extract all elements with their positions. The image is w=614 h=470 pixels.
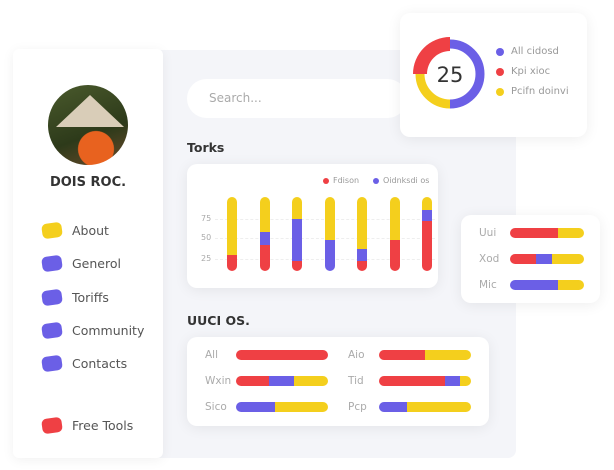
bar-row: Wxin — [205, 375, 328, 387]
bar — [259, 197, 270, 271]
sidebar-item-about[interactable]: About — [41, 221, 109, 240]
bar — [227, 197, 237, 271]
side-bars-card: Uui Xod Mic — [461, 215, 600, 303]
bar-segment — [324, 197, 335, 240]
bar-row: Tid — [348, 375, 471, 387]
bar-segment — [324, 239, 335, 271]
bar — [357, 197, 367, 271]
menu-icon — [41, 321, 63, 340]
bar-segment — [422, 210, 432, 221]
bar-segment — [510, 280, 559, 290]
bar-segment — [558, 280, 584, 290]
y-tick: 75 — [201, 214, 212, 223]
donut-legend: All cidosd Kpi xioc Pcifn doinvi — [496, 46, 569, 106]
bar-segment — [227, 197, 237, 255]
donut-card: 25 All cidosd Kpi xioc Pcifn doinvi — [400, 13, 587, 137]
sidebar-item-generol[interactable]: Generol — [41, 254, 121, 273]
bar-segment — [459, 376, 471, 386]
bar-row: All — [205, 349, 328, 361]
bar-row: Sico — [205, 401, 328, 413]
menu-icon — [41, 221, 63, 240]
bar-row: Pcp — [348, 401, 471, 413]
sidebar-item-contacts[interactable]: Contacts — [41, 354, 127, 373]
bar-segment — [259, 245, 270, 271]
bar-segment — [422, 220, 432, 271]
legend-item: All cidosd — [496, 46, 569, 57]
bar-segment — [558, 228, 584, 238]
bar-segment — [422, 197, 432, 211]
bar-segment — [389, 197, 400, 240]
bar-segment — [293, 376, 328, 386]
profile-name: DOIS ROC. — [49, 175, 127, 190]
donut-slice-kpi-xioc — [413, 37, 450, 74]
bar-segment — [269, 376, 294, 386]
bar-segment — [259, 197, 270, 232]
os-bars-card: All Aio Wxin Tid Sico Pcp — [187, 337, 489, 426]
bar-row: Aio — [348, 349, 471, 361]
sidebar-item-toriffs[interactable]: Toriffs — [41, 288, 109, 307]
bar-segment — [379, 402, 407, 412]
bar-segment — [425, 350, 471, 360]
bar-row: Xod — [479, 253, 584, 265]
bar — [389, 197, 400, 271]
bar-segment — [259, 231, 270, 246]
bar-segment — [227, 254, 237, 271]
menu-icon — [41, 416, 63, 435]
bar-segment — [389, 239, 400, 271]
bar-segment — [535, 254, 553, 264]
bar-segment — [292, 197, 302, 220]
y-tick: 25 — [201, 254, 212, 263]
sidebar-item-free-tools[interactable]: Free Tools — [41, 416, 133, 435]
bar-segment — [357, 197, 367, 249]
bar-segment — [552, 254, 584, 264]
chart-title: Torks — [187, 140, 225, 155]
legend-item: Oidnksdi os — [373, 176, 429, 185]
donut-center-value: 25 — [437, 63, 464, 87]
bar-segment — [274, 402, 328, 412]
bar-segment — [292, 219, 302, 261]
bar-segment — [236, 376, 270, 386]
bar — [292, 197, 302, 271]
bar — [422, 197, 432, 271]
donut-chart: 25 — [413, 37, 485, 109]
bar-segment — [292, 260, 302, 271]
bar-segment — [379, 350, 425, 360]
y-tick: 50 — [201, 233, 212, 242]
legend-item: Fdison — [323, 176, 359, 185]
bar-segment — [510, 228, 559, 238]
torks-chart-card: Fdison Oidnksdi os 75 50 25 — [187, 164, 438, 288]
menu-icon — [41, 254, 63, 273]
bar-row: Mic — [479, 279, 584, 291]
section-title: UUCI OS. — [187, 313, 250, 328]
bar-segment — [379, 376, 446, 386]
bar-segment — [357, 248, 367, 261]
bar — [324, 197, 335, 271]
avatar — [48, 85, 128, 165]
bar-segment — [236, 350, 328, 360]
bar-segment — [510, 254, 536, 264]
bar-segment — [357, 260, 367, 271]
legend-item: Kpi xioc — [496, 66, 569, 77]
legend-item: Pcifn doinvi — [496, 86, 569, 97]
search-input[interactable]: Search... — [187, 79, 407, 118]
bar-segment — [236, 402, 275, 412]
bar-segment — [445, 376, 460, 386]
bar-row: Uui — [479, 227, 584, 239]
menu-icon — [41, 288, 63, 307]
menu-icon — [41, 354, 63, 373]
bar-segment — [406, 402, 471, 412]
sidebar-item-community[interactable]: Community — [41, 321, 144, 340]
